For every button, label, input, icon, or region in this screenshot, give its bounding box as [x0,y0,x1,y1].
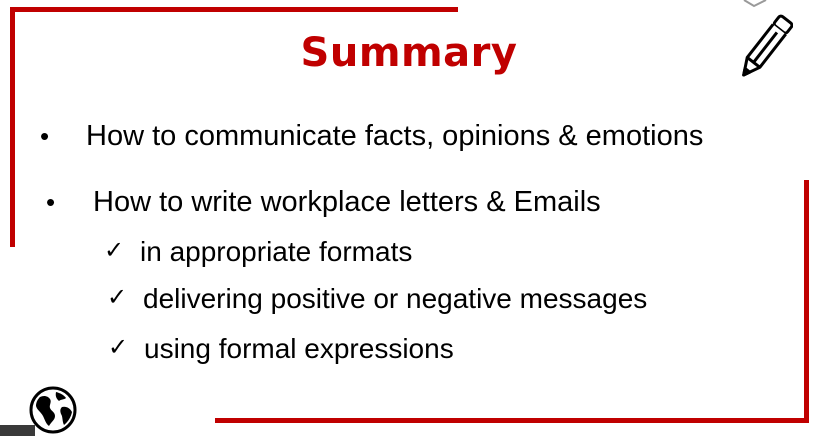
frame-top-line [10,7,458,12]
check-icon: ✓ [108,333,129,361]
slide-title: Summary [300,30,518,76]
frame-bottom-line [215,418,809,423]
check-item-text: delivering positive or negative messages [143,283,648,314]
check-item-text: using formal expressions [144,333,454,364]
check-item-text: in appropriate formats [140,236,413,267]
corner-mark-icon [743,0,767,8]
bullet-marker: • [40,121,50,151]
globe-icon [29,386,77,434]
frame-left-line [10,7,15,247]
check-icon: ✓ [104,236,125,264]
bullet-text: How to communicate facts, opinions & emo… [86,120,704,152]
bullet-text: How to write workplace letters & Emails [93,186,601,218]
bullet-marker: • [46,187,56,217]
frame-right-line [804,180,809,423]
pencil-icon [742,14,793,77]
corner-tab [0,425,35,436]
check-icon: ✓ [107,283,128,311]
